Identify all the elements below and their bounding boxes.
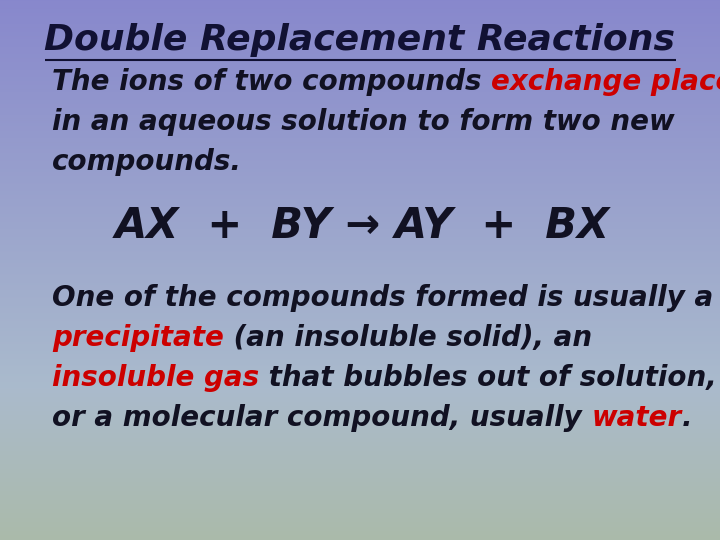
Text: in an aqueous solution to form two new: in an aqueous solution to form two new	[52, 108, 675, 136]
Text: or a molecular compound, usually: or a molecular compound, usually	[52, 404, 591, 432]
Text: The ions of two compounds: The ions of two compounds	[52, 68, 491, 96]
Text: One of the compounds formed is usually a: One of the compounds formed is usually a	[52, 284, 714, 312]
Text: insoluble gas: insoluble gas	[52, 364, 259, 392]
Text: Double Replacement Reactions: Double Replacement Reactions	[45, 23, 675, 57]
Text: water: water	[591, 404, 682, 432]
Text: AX  +  BY → AY  +  BX: AX + BY → AY + BX	[115, 205, 610, 247]
Text: compounds.: compounds.	[52, 148, 242, 176]
Text: precipitate: precipitate	[52, 324, 224, 352]
Text: that bubbles out of solution,: that bubbles out of solution,	[259, 364, 717, 392]
Text: (an insoluble solid), an: (an insoluble solid), an	[224, 324, 592, 352]
Text: exchange places: exchange places	[491, 68, 720, 96]
Text: .: .	[682, 404, 692, 432]
